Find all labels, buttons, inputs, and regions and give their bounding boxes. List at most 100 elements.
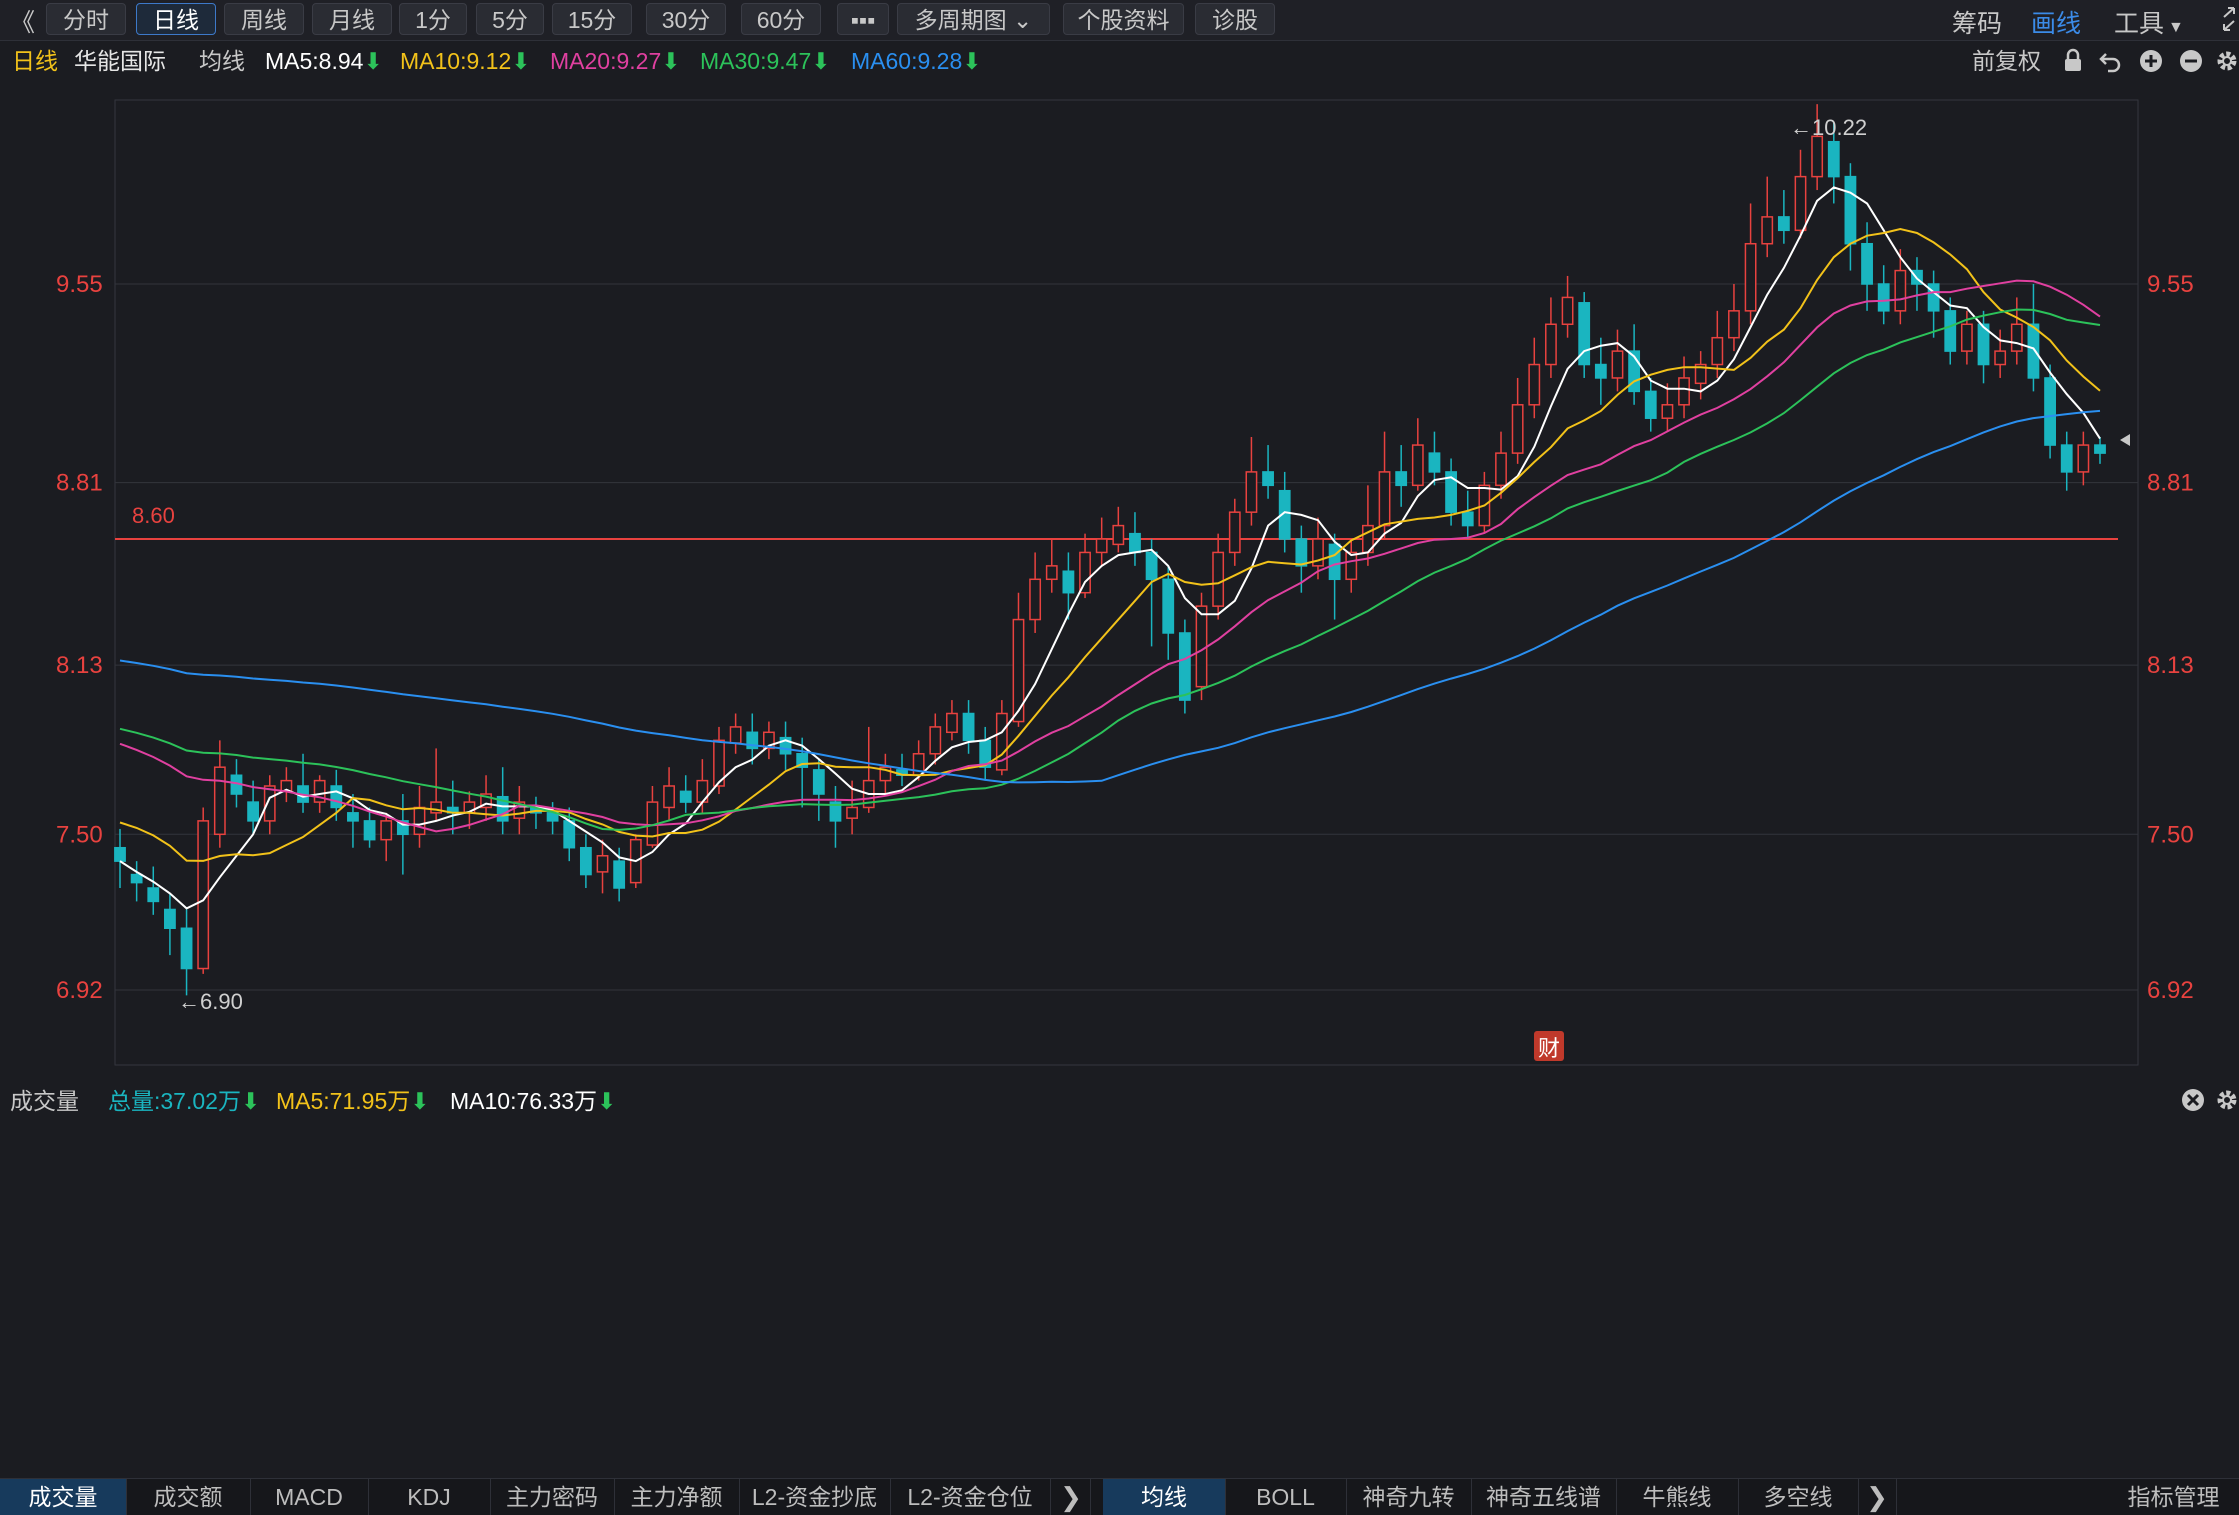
candle-body	[1794, 175, 1807, 232]
tab-1min[interactable]: 1分	[399, 3, 467, 35]
price-tick-left: 8.13	[56, 652, 103, 679]
candle-body	[2077, 444, 2090, 473]
candle-body	[1728, 310, 1740, 339]
zoom-out-icon[interactable]	[2178, 48, 2204, 74]
tab-monthly[interactable]: 月线	[312, 3, 392, 35]
candle-body	[1178, 632, 1191, 701]
1min-label: 1分	[415, 7, 451, 33]
overlay-tab-2[interactable]: 神奇九转	[1346, 1479, 1472, 1515]
candle-body	[1694, 363, 1707, 385]
candle-body	[213, 766, 226, 836]
volume-settings-gear-icon[interactable]	[2214, 1087, 2239, 1118]
tab-multi-period[interactable]: 多周期图 ⌄	[897, 3, 1050, 35]
candle-body	[1012, 618, 1025, 723]
indicator-tab-2[interactable]: MACD	[250, 1479, 369, 1515]
overlay-tab-4[interactable]: 牛熊线	[1616, 1479, 1739, 1515]
tools-button[interactable]: 工具 ▼	[2114, 4, 2184, 40]
undo-icon[interactable]	[2098, 48, 2124, 74]
ma-info-bar: 日线 华能国际 均线 MA5:8.94⬇ MA10:9.12⬇ MA20:9.2…	[0, 44, 2239, 82]
tab-30min[interactable]: 30分	[646, 3, 726, 35]
candle-body	[1511, 404, 1524, 454]
overlay-tab-5[interactable]: 多空线	[1738, 1479, 1859, 1515]
candle-body	[1594, 363, 1607, 379]
chip-button[interactable]: 筹码	[1952, 10, 2003, 38]
ma10-line	[119, 227, 2101, 862]
settings-gear-icon[interactable]	[2214, 48, 2239, 74]
indicator-tab-1[interactable]: 成交额	[126, 1479, 251, 1515]
candle-body	[579, 846, 592, 876]
chevron-down-icon: ⌄	[1006, 7, 1033, 33]
stock-name[interactable]: 华能国际	[74, 48, 166, 74]
candle-body	[2027, 323, 2040, 379]
tab-15min[interactable]: 15分	[552, 3, 632, 35]
candle-body	[1029, 578, 1042, 621]
overlay-tab-1[interactable]: BOLL	[1225, 1479, 1347, 1515]
indicator-tab-5[interactable]: 主力净额	[614, 1479, 740, 1515]
tab-stock-info[interactable]: 个股资料	[1063, 3, 1184, 35]
candle-body	[1495, 452, 1507, 487]
candle-body	[1994, 350, 2007, 366]
candle-body	[1561, 296, 1574, 326]
tab-60min[interactable]: 60分	[741, 3, 821, 35]
candle-body	[1212, 551, 1225, 607]
indicator-tab-0[interactable]: 成交量	[0, 1479, 127, 1515]
lock-icon[interactable]	[2060, 48, 2086, 74]
candle-body	[679, 790, 692, 803]
chevron-down-icon: ▼	[2168, 19, 2184, 36]
back-icon[interactable]: 《	[10, 9, 36, 37]
30min-label: 30分	[661, 7, 711, 33]
tabs-scroll-right-icon[interactable]: ❯	[1052, 1479, 1091, 1515]
candle-body	[879, 766, 892, 782]
candle-body	[729, 726, 742, 744]
candle-body	[496, 795, 509, 822]
candle-body	[1628, 350, 1641, 393]
candle-body	[1578, 302, 1591, 366]
tab-time-share[interactable]: 分时	[46, 3, 126, 35]
candle-body	[130, 873, 143, 884]
candle-body	[1844, 175, 1857, 245]
candle-body	[1195, 605, 1208, 688]
candle-body	[380, 820, 393, 841]
adjust-selector[interactable]: 前复权	[1972, 48, 2041, 74]
kline-chart[interactable]: 9.55 9.55 8.81 8.81 8.13 8.13 7.50 7.50 6.92 6.92…	[0, 82, 2239, 1066]
indicator-tabs: 成交量 成交额 MACD KDJ 主力密码 主力净额 L2-资金抄底 L2-资金仓位 ❯ 均线…	[0, 1478, 2239, 1515]
candle-body	[1777, 216, 1790, 232]
indicator-tab-6[interactable]: L2-资金抄底	[739, 1479, 891, 1515]
candle-body	[1977, 323, 1990, 366]
tab-5min[interactable]: 5分	[476, 3, 544, 35]
tab-daily[interactable]: 日线	[136, 3, 216, 35]
overlay-tab-3[interactable]: 神奇五线谱	[1471, 1479, 1617, 1515]
ma10-value: MA10:9.12⬇	[400, 48, 531, 74]
period-label: 日线	[12, 48, 58, 74]
candle-body	[513, 801, 526, 819]
candle-body	[1461, 511, 1474, 527]
indicator-tab-7[interactable]: L2-资金仓位	[890, 1479, 1051, 1515]
indicator-tab-4[interactable]: 主力密码	[490, 1479, 615, 1515]
tab-more[interactable]: ▪▪▪	[837, 3, 889, 35]
overlay-tab-0[interactable]: 均线	[1103, 1479, 1226, 1515]
indicator-tab-3[interactable]: KDJ	[368, 1479, 491, 1515]
tabs-right-scroll-icon[interactable]: ❯	[1858, 1479, 1897, 1515]
close-icon[interactable]	[2180, 1087, 2206, 1118]
tab-weekly[interactable]: 周线	[224, 3, 304, 35]
tools-label: 工具	[2114, 10, 2165, 38]
window-resize-icon[interactable]	[2222, 6, 2236, 37]
candle-body	[1145, 551, 1158, 581]
ma-label[interactable]: 均线	[199, 48, 245, 74]
candle-body	[746, 731, 759, 750]
candle-body	[313, 779, 326, 803]
indicator-manage-button[interactable]: 指标管理	[2127, 1484, 2220, 1510]
candle-body	[1861, 242, 1873, 285]
candle-body	[563, 820, 576, 849]
zoom-in-icon[interactable]	[2138, 48, 2164, 74]
candle-body	[1428, 452, 1441, 473]
draw-line-button[interactable]: 画线	[2031, 10, 2082, 38]
candle-body	[1445, 471, 1458, 513]
top-toolbar: 《 分时 日线 周线 月线 1分 5分 15分 30分 60分 ▪▪▪ 多周期图 ⌄ 个股资料 诊股 筹…	[0, 0, 2239, 41]
candle-body	[164, 908, 176, 930]
volume-title[interactable]: 成交量	[10, 1088, 79, 1114]
last-price-marker-icon	[2120, 434, 2130, 446]
candle-body	[2010, 323, 2023, 352]
ma60-line	[119, 409, 2101, 784]
tab-diagnose[interactable]: 诊股	[1195, 3, 1275, 35]
